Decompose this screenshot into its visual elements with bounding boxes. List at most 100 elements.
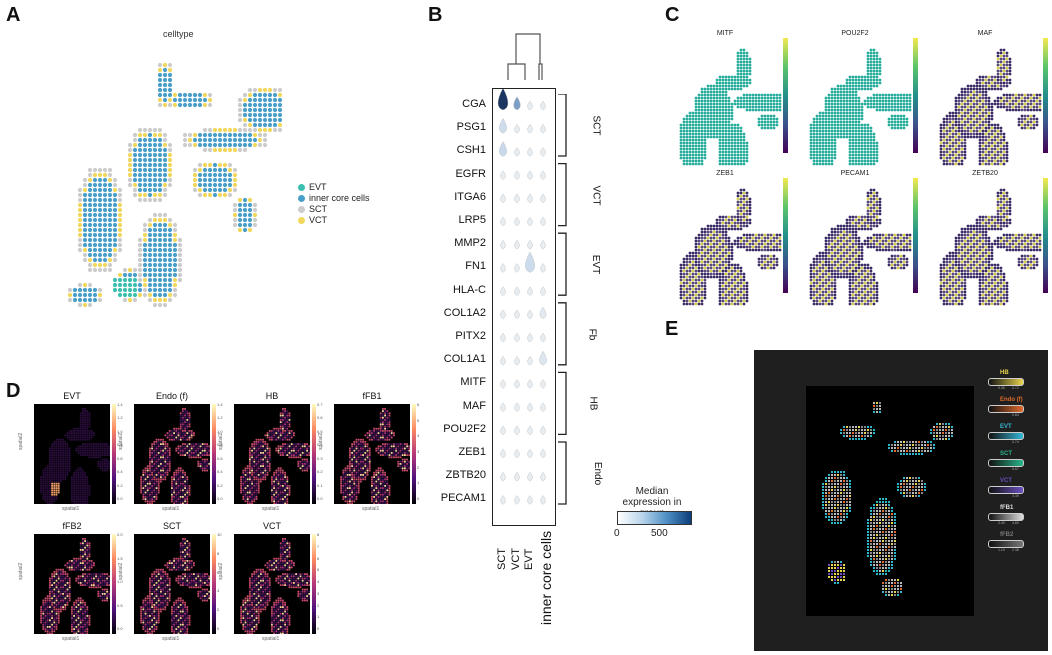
group-bracket — [558, 302, 567, 366]
overlay-legend-label: fFB1 — [1000, 505, 1014, 511]
violin-mark — [527, 170, 533, 180]
violin-mark — [540, 425, 546, 436]
violin-mark — [540, 193, 546, 204]
median-expression-colorbar — [617, 511, 692, 525]
violin-mark — [500, 170, 506, 180]
colorbar-tick: 2 — [317, 602, 320, 608]
colorbar-tick: 0.0 — [117, 626, 123, 631]
panel-label-c: C — [665, 4, 680, 26]
violin-mark — [527, 124, 533, 134]
colorbar — [412, 404, 416, 504]
colorbar-tick: 8 — [217, 550, 220, 556]
violin-mark — [540, 100, 546, 111]
colorbar-tick: 4 — [217, 588, 220, 594]
overlay-legend-bar — [988, 405, 1024, 413]
violin-mark — [500, 495, 506, 505]
x-axis-label: spatial1 — [362, 506, 380, 512]
gene-expression-map — [679, 48, 782, 166]
violin-mark — [514, 263, 520, 273]
violin-mark — [527, 216, 533, 227]
colorbar-tick: 3 — [317, 590, 320, 596]
gene-map-title: MAF — [977, 30, 993, 37]
colorbar-ticks: 1.4 1.2 1.0 0.8 0.6 0.4 0.2 0.0 — [117, 402, 123, 502]
x-axis-label: spatial1 — [162, 636, 180, 642]
panel-label-d: D — [6, 380, 21, 402]
violin-mark — [514, 240, 520, 250]
colorbar-tick: 1.0 — [117, 428, 123, 434]
gene-label: ITGA6 — [454, 190, 486, 203]
violin-mark — [500, 240, 506, 250]
panel-label-e: E — [665, 318, 679, 340]
y-axis-label: spatial2 — [118, 562, 124, 580]
overlay-legend-max: 4.80 — [1012, 521, 1019, 525]
violin-mark — [527, 100, 533, 111]
violin-mark — [540, 495, 546, 505]
colorbar-tick: 1 — [417, 480, 420, 486]
violin-mark — [500, 286, 506, 296]
gene-label: HLA-C — [452, 283, 486, 296]
violin-mark — [527, 356, 533, 366]
group-bracket — [558, 162, 567, 227]
gene-set-title: Endo (f) — [155, 391, 188, 401]
colorbar-tick: 4 — [317, 579, 320, 584]
violin-mark — [514, 332, 520, 343]
violin-mark — [540, 124, 546, 134]
colorbar — [783, 38, 788, 153]
overlay-tissue-spots — [822, 402, 953, 596]
colorbar-tick: 7 — [317, 543, 320, 549]
violin-mark — [540, 332, 546, 343]
violin-mark — [500, 216, 506, 227]
violin-mark — [514, 402, 520, 412]
violin-mark — [540, 263, 546, 273]
celltype-legend: EVT inner core cells SCT VCT — [298, 182, 370, 226]
gene-expression-map — [809, 188, 912, 306]
y-axis-label: spatial2 — [318, 432, 324, 450]
colorbar — [212, 534, 216, 634]
spatial-score-map — [234, 534, 311, 635]
gene-label: MITF — [460, 376, 486, 389]
spatial-score-spots — [340, 408, 411, 505]
colorbar-ticks: 2.0 1.5 1.0 0.5 0.0 — [117, 532, 123, 632]
colorbar-tick: 2 — [217, 607, 220, 613]
overlay-legend-min: 2.40 — [998, 521, 1005, 525]
overlay-legend-max: 2.38 — [1012, 548, 1019, 552]
overlay-legend-bar — [988, 432, 1024, 440]
gene-map-title: ZETB20 — [972, 170, 998, 177]
gene-map-title: POU2F2 — [841, 30, 869, 37]
group-bracket — [558, 94, 567, 157]
violin-mark — [540, 216, 546, 227]
colorbar-tick-500: 500 — [651, 528, 668, 539]
violin-mark — [500, 472, 506, 482]
spatial-score-spots — [140, 408, 211, 505]
group-label: SCT — [590, 115, 602, 136]
overlay-legend-bar — [988, 540, 1024, 548]
gene-label: COL1A2 — [443, 306, 486, 319]
violin-mark — [499, 118, 507, 134]
colorbar-tick: 0.5 — [117, 602, 123, 608]
gene-labels: CGA PSG1 CSH1 EGFR ITGA6 LRP5 MMP2 FN1 HLA-C COL1… — [400, 88, 486, 524]
x-axis-label: spatial1 — [262, 506, 280, 512]
violin-mark — [500, 309, 506, 320]
violin-mark — [500, 332, 506, 343]
violin-mark — [500, 193, 506, 204]
gene-label: ZBTB20 — [445, 469, 486, 482]
legend-entry-vct: VCT — [298, 215, 370, 225]
y-axis-label: spatial2 — [18, 562, 24, 580]
overlay-legend-min: 1.19 — [998, 548, 1005, 552]
violin-mark — [540, 379, 546, 389]
violin-mark — [540, 402, 546, 412]
gene-label: LRP5 — [458, 214, 486, 226]
overlay-tissue-area — [806, 386, 974, 616]
violin-mark — [539, 350, 547, 366]
overlay-legend-label: Endo (f) — [1000, 397, 1023, 403]
spatial-overlay-panel: HB 0.36 0.72 Endo (f) 0.84 EVT 0.74 SCT 5.67 VCT 3… — [754, 350, 1048, 651]
colorbar-tick: 0.5 — [317, 428, 323, 434]
colorbar-tick: 10 — [217, 532, 222, 537]
overlay-legend-label: VCT — [1000, 478, 1012, 484]
spatial-score-spots — [40, 538, 111, 635]
colorbar-tick: 0.6 — [217, 455, 223, 461]
colorbar-tick: 3 — [417, 448, 420, 454]
violin-plot-frame — [492, 87, 556, 526]
violin-mark — [514, 124, 520, 134]
group-brackets — [558, 94, 567, 505]
